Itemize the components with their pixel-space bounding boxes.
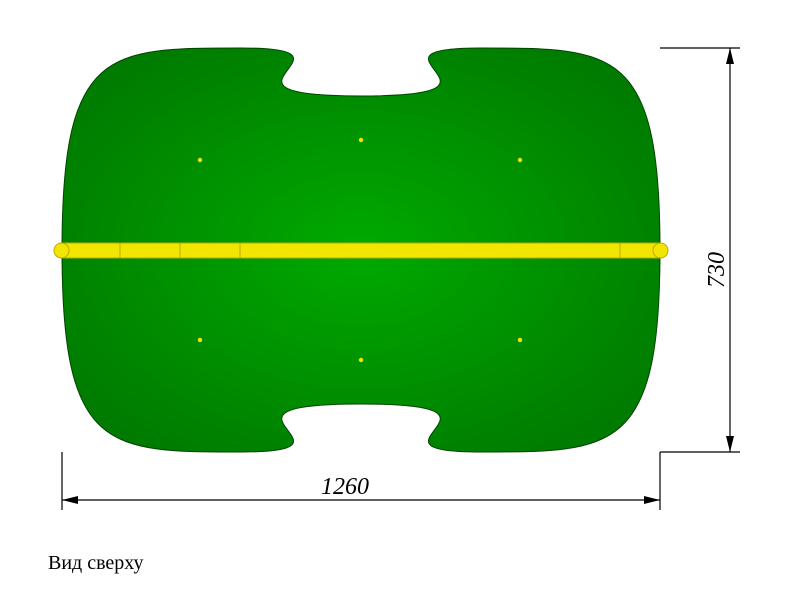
drawing-canvas: 1260 730 Вид сверху xyxy=(0,0,800,600)
drawing-svg: 1260 730 xyxy=(0,0,800,600)
dimension-height-value: 730 xyxy=(704,252,730,288)
cross-bar xyxy=(54,243,668,258)
dimension-width: 1260 xyxy=(62,452,660,510)
view-caption: Вид сверху xyxy=(48,552,144,575)
dimension-width-value: 1260 xyxy=(321,474,369,500)
dimension-height: 730 xyxy=(660,48,740,452)
